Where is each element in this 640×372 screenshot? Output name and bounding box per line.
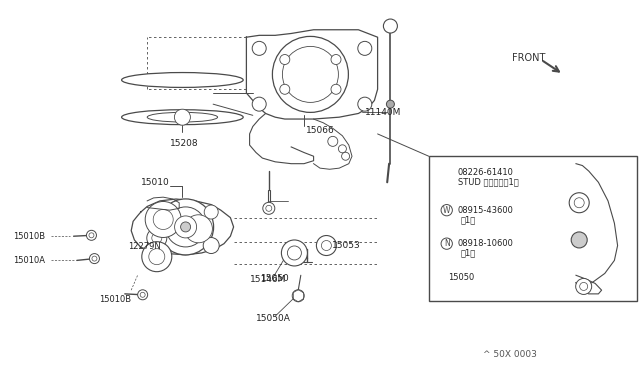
Circle shape <box>280 55 290 64</box>
Circle shape <box>282 240 307 266</box>
Text: 15053: 15053 <box>332 241 360 250</box>
Circle shape <box>89 233 94 238</box>
Ellipse shape <box>122 110 243 125</box>
Circle shape <box>572 232 588 248</box>
Circle shape <box>149 248 165 265</box>
Circle shape <box>204 237 219 254</box>
Text: 08915-43600: 08915-43600 <box>458 206 513 215</box>
Text: W: W <box>443 206 451 215</box>
Text: 08918-10600: 08918-10600 <box>458 239 513 248</box>
Circle shape <box>153 209 173 230</box>
Circle shape <box>358 97 372 111</box>
Circle shape <box>569 193 589 213</box>
Circle shape <box>120 18 244 142</box>
Circle shape <box>576 278 592 295</box>
Circle shape <box>204 205 218 219</box>
Text: 15050: 15050 <box>448 273 474 282</box>
Text: 15010: 15010 <box>141 178 170 187</box>
Circle shape <box>252 97 266 111</box>
Text: 15010B: 15010B <box>99 295 131 304</box>
Circle shape <box>142 242 172 272</box>
Circle shape <box>145 202 181 237</box>
Circle shape <box>273 36 348 112</box>
Circle shape <box>152 233 162 243</box>
Circle shape <box>387 100 394 108</box>
Circle shape <box>328 137 338 146</box>
Text: ^ 50X 0003: ^ 50X 0003 <box>483 350 537 359</box>
Text: FRONT: FRONT <box>512 53 545 62</box>
Text: 12279N: 12279N <box>128 242 161 251</box>
Circle shape <box>282 46 339 102</box>
Circle shape <box>574 198 584 208</box>
Circle shape <box>147 228 167 248</box>
Circle shape <box>157 199 214 255</box>
Ellipse shape <box>122 73 243 87</box>
Text: 15010B: 15010B <box>13 232 45 241</box>
Circle shape <box>140 292 145 297</box>
Text: 15066: 15066 <box>306 126 335 135</box>
Text: 15050: 15050 <box>261 274 290 283</box>
Circle shape <box>138 290 148 300</box>
Circle shape <box>321 241 332 250</box>
Text: 15050A: 15050A <box>256 314 291 323</box>
Circle shape <box>342 152 349 160</box>
Circle shape <box>166 207 205 247</box>
Circle shape <box>180 222 191 232</box>
Circle shape <box>280 84 290 94</box>
Text: 15146M: 15146M <box>250 275 286 284</box>
Circle shape <box>383 19 397 33</box>
Circle shape <box>358 41 372 55</box>
Text: （1）: （1） <box>461 248 476 257</box>
Text: （1）: （1） <box>461 215 476 224</box>
Circle shape <box>263 202 275 214</box>
Ellipse shape <box>147 112 218 122</box>
Circle shape <box>292 290 304 302</box>
Circle shape <box>266 205 272 211</box>
Text: 15208: 15208 <box>170 139 198 148</box>
Text: STUD スタッド（1）: STUD スタッド（1） <box>458 178 518 187</box>
Text: 15010A: 15010A <box>13 256 45 265</box>
Text: N: N <box>444 239 449 248</box>
Circle shape <box>184 215 212 243</box>
Circle shape <box>175 216 196 238</box>
Bar <box>429 156 637 301</box>
Text: 11140M: 11140M <box>365 108 401 117</box>
Circle shape <box>287 246 301 260</box>
Circle shape <box>316 235 337 256</box>
Circle shape <box>331 84 341 94</box>
Circle shape <box>174 109 191 125</box>
Circle shape <box>339 145 346 153</box>
Circle shape <box>331 55 341 64</box>
Circle shape <box>580 282 588 291</box>
Circle shape <box>86 230 97 240</box>
Circle shape <box>90 254 99 264</box>
Text: 08226-61410: 08226-61410 <box>458 169 513 177</box>
Circle shape <box>252 41 266 55</box>
Circle shape <box>92 256 97 261</box>
